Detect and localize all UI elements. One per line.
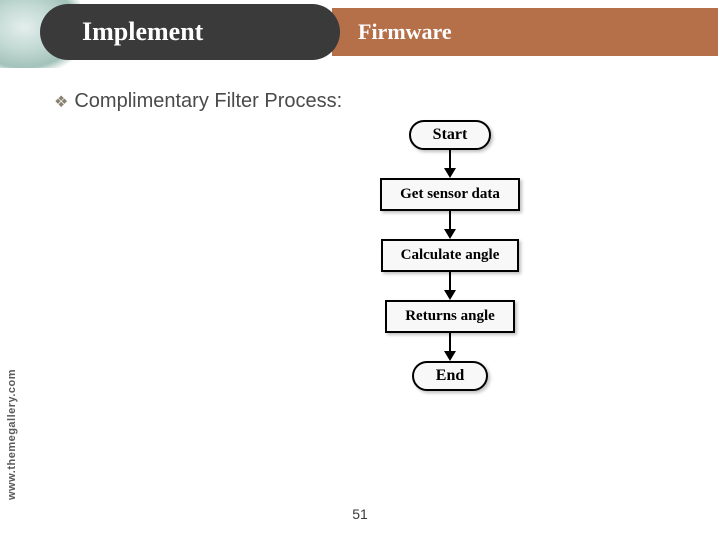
flow-node-end: End — [412, 361, 488, 391]
bullet-text: Complimentary Filter Process: — [74, 90, 342, 113]
slide-title: Implement — [82, 17, 203, 47]
title-pill: Implement — [40, 4, 340, 60]
watermark: www.themegallery.com — [6, 369, 18, 500]
flow-node-returns: Returns angle — [385, 300, 515, 333]
flowchart: Start Get sensor data Calculate angle Re… — [350, 120, 550, 391]
flow-node-get-sensor: Get sensor data — [380, 178, 520, 211]
flow-node-calculate: Calculate angle — [381, 239, 520, 272]
header-area: Implement Firmware — [0, 0, 720, 68]
flow-arrow-icon — [444, 211, 456, 239]
subtitle-box: Firmware — [330, 6, 720, 58]
page-number: 51 — [352, 506, 368, 522]
flow-arrow-icon — [444, 150, 456, 178]
diamond-bullet-icon: ❖ — [54, 92, 68, 112]
bullet-line: ❖ Complimentary Filter Process: — [54, 90, 342, 113]
slide-subtitle: Firmware — [358, 19, 452, 45]
flow-arrow-icon — [444, 333, 456, 361]
flow-arrow-icon — [444, 272, 456, 300]
flow-node-start: Start — [409, 120, 492, 150]
